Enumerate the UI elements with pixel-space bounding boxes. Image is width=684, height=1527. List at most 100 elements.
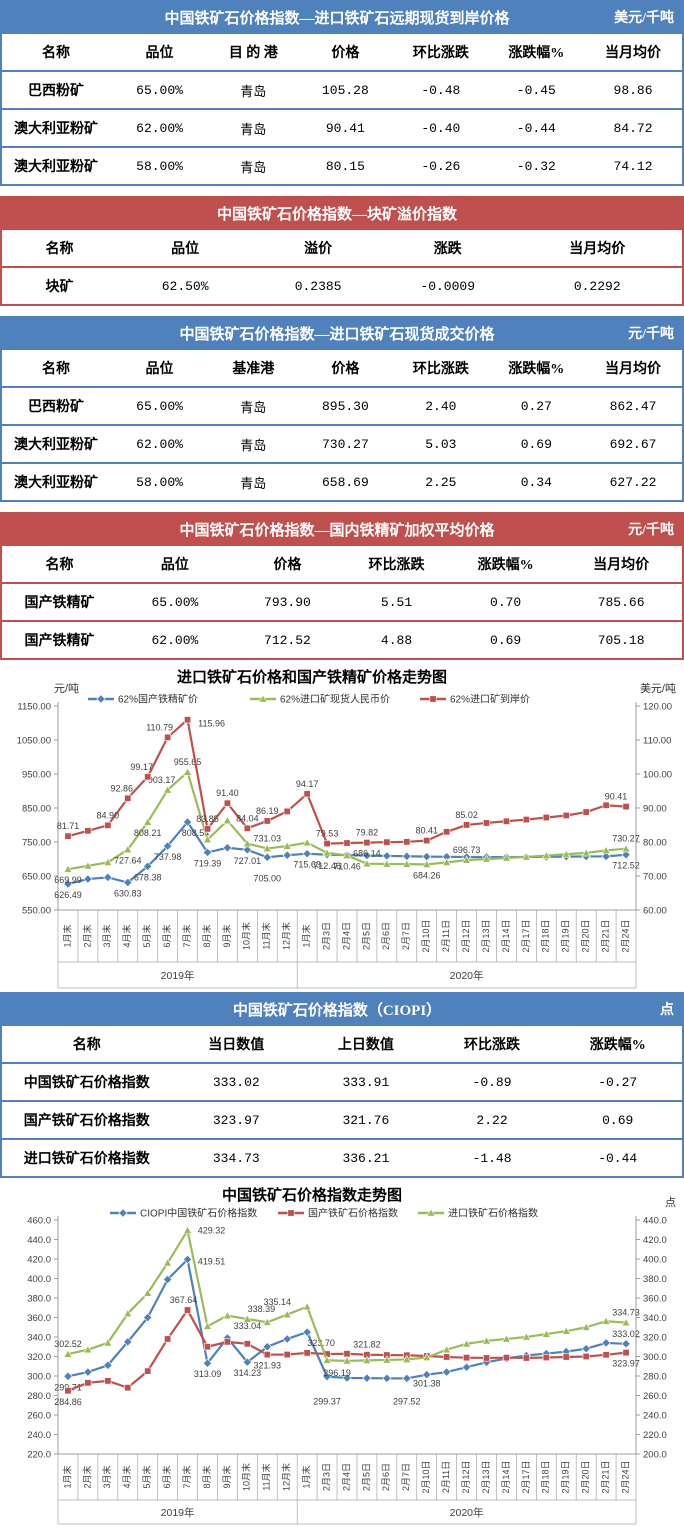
square-marker xyxy=(283,807,291,815)
triangle-marker xyxy=(262,1317,272,1326)
data-label: 79.82 xyxy=(356,828,379,838)
triangle-marker xyxy=(143,1288,153,1297)
x-axis-label: 8月末 xyxy=(201,924,212,947)
value-cell: -0.0009 xyxy=(382,266,513,305)
triangle-marker xyxy=(282,1309,292,1319)
x-axis-label: 2月14日 xyxy=(501,919,511,952)
x-axis-label: 2月10日 xyxy=(421,919,431,952)
table-lump-premium-index: 中国铁矿石价格指数—块矿溢价指数 名称 品位 溢价 涨跌 当月均价 块矿 62.50% 0.23… xyxy=(0,196,684,306)
triangle-marker xyxy=(581,1322,591,1331)
row-name-cell: 澳大利亚粉矿 xyxy=(1,146,111,185)
value-cell: -0.45 xyxy=(488,70,585,109)
value-cell: 323.97 xyxy=(171,1100,302,1139)
table-ciopi-index: 中国铁矿石价格指数（CIOPI）点名称 当日数值 上日数值 环比涨跌 涨跌幅% 中国铁矿石… xyxy=(0,992,684,1178)
value-cell: -0.40 xyxy=(393,108,489,147)
data-label: 335.14 xyxy=(264,1297,292,1307)
data-label: 338.39 xyxy=(248,1304,276,1314)
square-marker xyxy=(463,821,471,829)
table-title: 中国铁矿石价格指数—进口铁矿石远期现货到岸价格 xyxy=(164,10,510,27)
table-title-bar: 中国铁矿石价格指数—进口铁矿石现货成交价格 元/千吨 xyxy=(0,316,684,350)
x-axis-label: 2月末 xyxy=(81,924,92,947)
diamond-marker xyxy=(402,851,412,861)
data-label: 727.01 xyxy=(234,856,262,866)
diamond-marker xyxy=(322,1371,332,1382)
square-marker xyxy=(403,838,411,846)
table-header-cell: 环比涨跌 xyxy=(341,546,452,583)
square-marker xyxy=(84,827,92,835)
triangle-marker xyxy=(183,1225,193,1234)
value-cell: 青岛 xyxy=(208,424,298,463)
data-label: 696.73 xyxy=(453,845,481,855)
triangle-marker xyxy=(482,854,492,863)
table-header-row: 名称 品位目 的 港价格 环比涨跌 涨跌幅% 当月均价 xyxy=(1,34,683,71)
table-header-cell: 品位 xyxy=(116,230,254,267)
square-marker xyxy=(582,808,590,816)
square-marker xyxy=(343,839,351,847)
right-tick-label: 200.0 xyxy=(643,1450,667,1461)
square-marker xyxy=(263,817,271,825)
square-marker xyxy=(622,1349,630,1357)
value-cell: 5.51 xyxy=(341,582,452,621)
data-table: 名称 当日数值 上日数值 环比涨跌 涨跌幅% 中国铁矿石价格指数 333.02 333.91-… xyxy=(0,1026,684,1178)
right-axis-unit: 美元/吨 xyxy=(640,682,676,695)
right-axis-unit: 点 xyxy=(665,1196,676,1209)
diamond-marker xyxy=(461,1362,472,1372)
triangle-marker xyxy=(242,839,252,848)
series-diamond: 299.71419.51313.09314.23299.37297.52301.… xyxy=(54,1254,640,1407)
square-marker xyxy=(303,790,311,798)
triangle-marker xyxy=(362,859,372,868)
x-axis-label: 2月20日 xyxy=(581,919,591,952)
triangle-marker xyxy=(302,838,312,847)
data-label: 731.03 xyxy=(254,833,282,843)
left-tick-label: 950.00 xyxy=(22,770,51,781)
table-unit-label: 美元/千吨 xyxy=(614,11,674,26)
right-tick-label: 440.0 xyxy=(643,1216,667,1227)
table-title: 中国铁矿石价格指数—进口铁矿石现货成交价格 xyxy=(179,326,495,343)
data-label: 80.41 xyxy=(415,826,438,836)
data-label: 429.32 xyxy=(198,1225,226,1235)
x-axis-label: 2月10日 xyxy=(421,1460,431,1493)
table-header-row: 名称 品位 基准港 价格 环比涨跌 涨跌幅% 当月均价 xyxy=(1,350,683,387)
x-axis-label: 8月末 xyxy=(201,1465,212,1488)
right-tick-label: 400.0 xyxy=(643,1255,667,1266)
value-cell: 98.86 xyxy=(584,70,683,109)
x-axis-label: 2月14日 xyxy=(501,1460,511,1493)
left-tick-label: 220.0 xyxy=(27,1450,51,1461)
legend-label: 国产铁矿石价格指数 xyxy=(308,1207,398,1220)
x-axis-label: 2月18日 xyxy=(541,919,551,952)
right-tick-label: 420.0 xyxy=(643,1235,667,1246)
square-marker xyxy=(522,816,530,824)
right-tick-label: 90.00 xyxy=(643,804,667,815)
x-axis-label: 2月7日 xyxy=(401,922,411,950)
data-label: 302.52 xyxy=(54,1339,82,1349)
table-header-cell: 涨跌幅% xyxy=(488,350,585,387)
data-label: 99.17 xyxy=(130,762,153,772)
right-tick-label: 110.00 xyxy=(643,736,671,747)
legend-label: 进口铁矿石价格指数 xyxy=(448,1207,538,1220)
table-header-cell: 名称 xyxy=(1,34,111,71)
right-tick-label: 360.0 xyxy=(643,1294,667,1305)
data-label: 710.46 xyxy=(333,861,361,871)
triangle-marker xyxy=(541,1329,551,1338)
table-header-row: 名称 当日数值 上日数值 环比涨跌 涨跌幅% xyxy=(1,1026,683,1063)
data-label: 297.52 xyxy=(393,1396,421,1406)
row-name-cell: 巴西粉矿 xyxy=(1,386,111,425)
diamond-marker xyxy=(282,850,292,860)
table-header-cell: 环比涨跌 xyxy=(430,1026,554,1063)
legend-label: 62%国产铁精矿价 xyxy=(118,693,198,706)
triangle-marker xyxy=(561,849,571,858)
triangle-marker xyxy=(621,1318,631,1327)
x-axis-label: 7月末 xyxy=(181,1465,192,1488)
diamond-marker xyxy=(601,851,611,862)
square-marker xyxy=(263,1351,271,1359)
year-group-label: 2019年 xyxy=(161,969,195,982)
x-axis-label: 2月21日 xyxy=(600,1460,610,1493)
value-cell: 730.27 xyxy=(297,424,394,463)
x-axis-label: 2月17日 xyxy=(521,1460,531,1493)
square-marker xyxy=(443,828,451,836)
table-header-row: 名称 品位 溢价 涨跌 当月均价 xyxy=(1,230,683,267)
table-unit-label: 元/千吨 xyxy=(628,327,674,342)
x-axis-label: 2月13日 xyxy=(481,919,491,952)
